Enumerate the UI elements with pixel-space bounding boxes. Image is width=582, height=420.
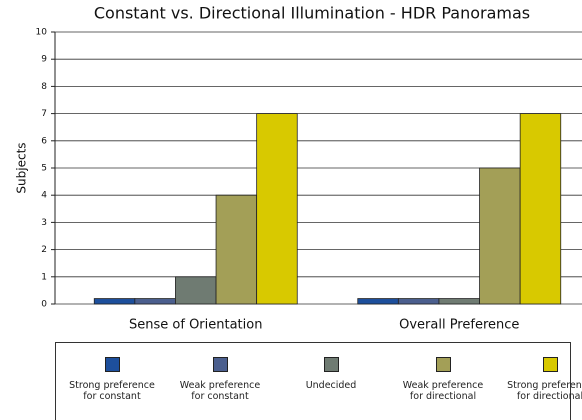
bar — [479, 167, 521, 305]
y-tick-label: 4 — [41, 191, 47, 201]
legend-swatch — [542, 357, 558, 372]
bar — [519, 113, 562, 305]
bar — [175, 276, 217, 305]
y-tick-label: 5 — [41, 164, 47, 174]
legend-item: Weak preference for constant — [172, 357, 268, 402]
bar — [357, 298, 399, 305]
bar — [438, 298, 480, 305]
y-tick-label: 9 — [41, 55, 47, 65]
y-tick-label: 3 — [41, 218, 47, 228]
y-tick-label: 6 — [41, 136, 47, 146]
legend-swatch — [104, 357, 120, 372]
bar — [256, 113, 298, 305]
legend-label: Weak preference for directional — [402, 380, 484, 402]
bar — [93, 298, 136, 305]
legend-swatch — [212, 357, 228, 372]
legend-label: Strong preference for directional — [507, 380, 582, 402]
legend-item: Strong preference for directional — [502, 357, 582, 402]
y-tick-label: 7 — [41, 109, 47, 119]
legend-item: Undecided — [283, 357, 379, 391]
bar — [215, 194, 258, 305]
y-tick-label: 1 — [41, 272, 47, 282]
x-tick-label: Sense of Orientation — [129, 318, 262, 333]
y-axis-label: Subjects — [15, 142, 29, 193]
legend: Strong preference for constant Weak prefe… — [55, 342, 582, 420]
legend-item: Strong preference for constant — [64, 357, 160, 402]
legend-item: Weak preference for directional — [395, 357, 491, 402]
legend-label: Undecided — [305, 380, 357, 391]
bar — [397, 298, 440, 305]
y-tick-label: 0 — [41, 300, 47, 310]
legend-swatch — [323, 357, 339, 372]
legend-label: Strong preference for constant — [69, 380, 155, 402]
chart-title: Constant vs. Directional Illumination - … — [94, 4, 530, 23]
chart: Constant vs. Directional Illumination - … — [15, 4, 582, 333]
bar — [134, 298, 176, 305]
legend-label: Weak preference for constant — [179, 380, 261, 402]
legend-swatch — [435, 357, 451, 372]
y-tick-label: 2 — [41, 245, 47, 255]
y-tick-label: 10 — [36, 28, 48, 38]
x-tick-label: Overall Preference — [399, 318, 519, 333]
y-tick-label: 8 — [41, 82, 47, 92]
